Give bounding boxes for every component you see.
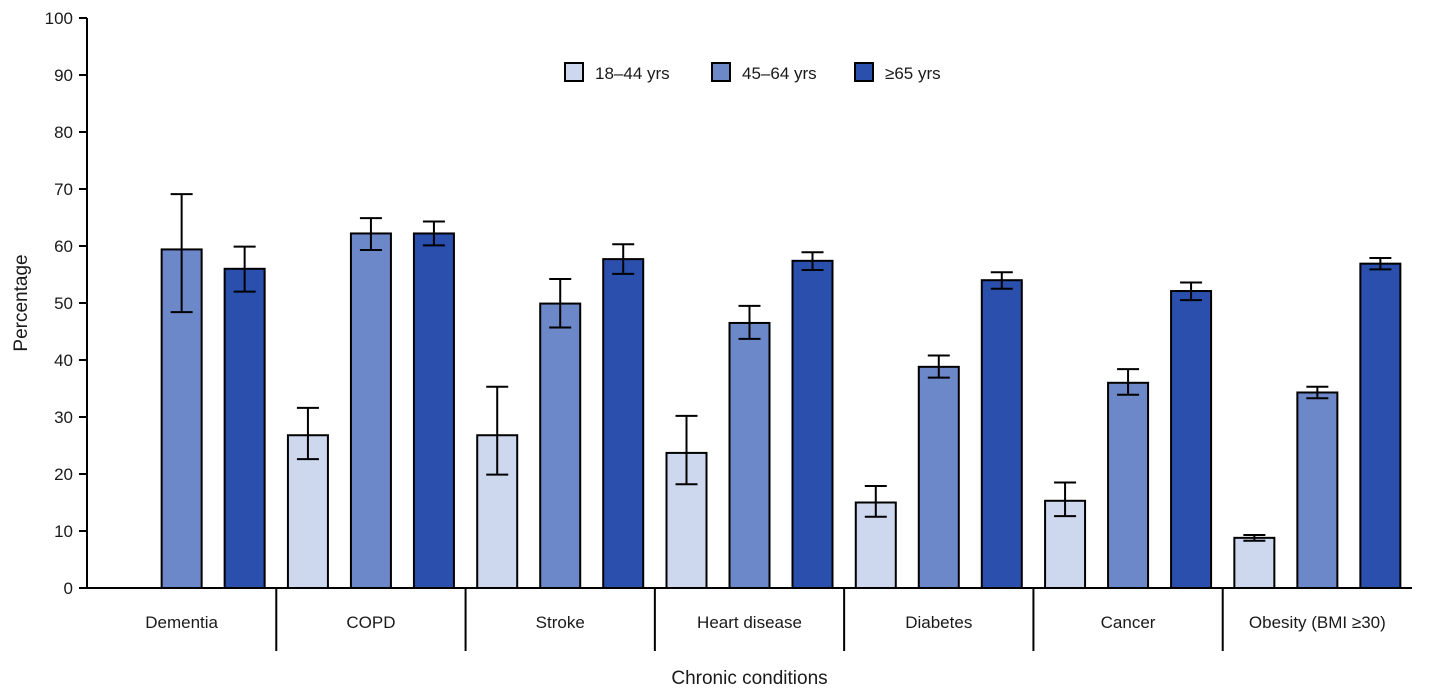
bar — [1233, 536, 1276, 590]
y-tick-label: 20 — [54, 465, 73, 484]
error-bar — [422, 220, 445, 247]
bar — [980, 279, 1023, 589]
x-axis: Dementia COPD Stroke Heart disease Diabetes C… — [87, 587, 1412, 651]
error-bar — [1306, 385, 1329, 400]
bar — [223, 267, 266, 589]
y-tick-label: 100 — [45, 9, 73, 28]
error-bar — [738, 304, 761, 340]
error-bar — [296, 406, 319, 461]
x-category-label: Stroke — [536, 613, 585, 632]
bar — [791, 259, 834, 589]
y-tick-label: 0 — [64, 579, 73, 598]
y-axis: 0 10 20 30 40 50 60 70 80 90 100 — [45, 9, 88, 598]
error-bar — [1180, 281, 1203, 302]
y-tick-label: 10 — [54, 522, 73, 541]
error-bar — [486, 385, 509, 476]
legend-label: 45–64 yrs — [742, 64, 817, 83]
series-group — [286, 385, 1276, 590]
error-bar — [359, 217, 382, 251]
x-category-label: Obesity (BMI ≥30) — [1249, 613, 1386, 632]
x-axis-title: Chronic conditions — [671, 668, 827, 689]
bar — [412, 232, 455, 590]
error-bar — [170, 193, 193, 314]
legend-item: 18–44 yrs — [564, 62, 670, 83]
y-tick-label: 90 — [54, 66, 73, 85]
bar — [1107, 381, 1150, 589]
y-tick-label: 40 — [54, 351, 73, 370]
x-category-label: Dementia — [145, 613, 218, 632]
y-tick-label: 60 — [54, 237, 73, 256]
error-bar — [1054, 481, 1077, 518]
error-bar — [549, 278, 572, 329]
y-axis-title: Percentage — [11, 254, 32, 351]
error-bar — [1117, 368, 1140, 396]
error-bar — [990, 271, 1013, 290]
legend-swatch — [711, 62, 731, 82]
x-category-label: Cancer — [1101, 613, 1156, 632]
y-tick-label: 30 — [54, 408, 73, 427]
bar — [728, 321, 771, 589]
legend-item: 45–64 yrs — [711, 62, 817, 83]
bar — [1296, 391, 1339, 589]
legend-swatch — [564, 62, 584, 82]
legend-label: ≥65 yrs — [885, 64, 941, 83]
error-bar — [864, 484, 887, 518]
series-group — [223, 220, 1402, 590]
bar — [1359, 262, 1402, 589]
error-bar — [612, 243, 635, 275]
legend-swatch — [854, 62, 874, 82]
bar — [1170, 290, 1213, 589]
error-bar — [233, 245, 256, 293]
legend-item: ≥65 yrs — [854, 62, 941, 83]
bars-group — [160, 193, 1402, 590]
bar — [602, 258, 645, 589]
series-group — [160, 193, 1339, 590]
y-tick-label: 70 — [54, 180, 73, 199]
error-bar — [801, 251, 824, 271]
x-category-label: COPD — [346, 613, 395, 632]
x-category-label: Heart disease — [697, 613, 802, 632]
error-bar — [675, 414, 698, 486]
error-bar — [1243, 533, 1266, 542]
legend: 18–44 yrs 45–64 yrs ≥65 yrs — [564, 62, 941, 83]
legend-label: 18–44 yrs — [595, 64, 670, 83]
y-tick-label: 50 — [54, 294, 73, 313]
bar — [917, 365, 960, 589]
x-category-label: Diabetes — [905, 613, 972, 632]
error-bar — [927, 354, 950, 379]
bar — [539, 302, 582, 589]
error-bar — [1369, 256, 1392, 271]
y-tick-label: 80 — [54, 123, 73, 142]
bar — [349, 232, 392, 590]
